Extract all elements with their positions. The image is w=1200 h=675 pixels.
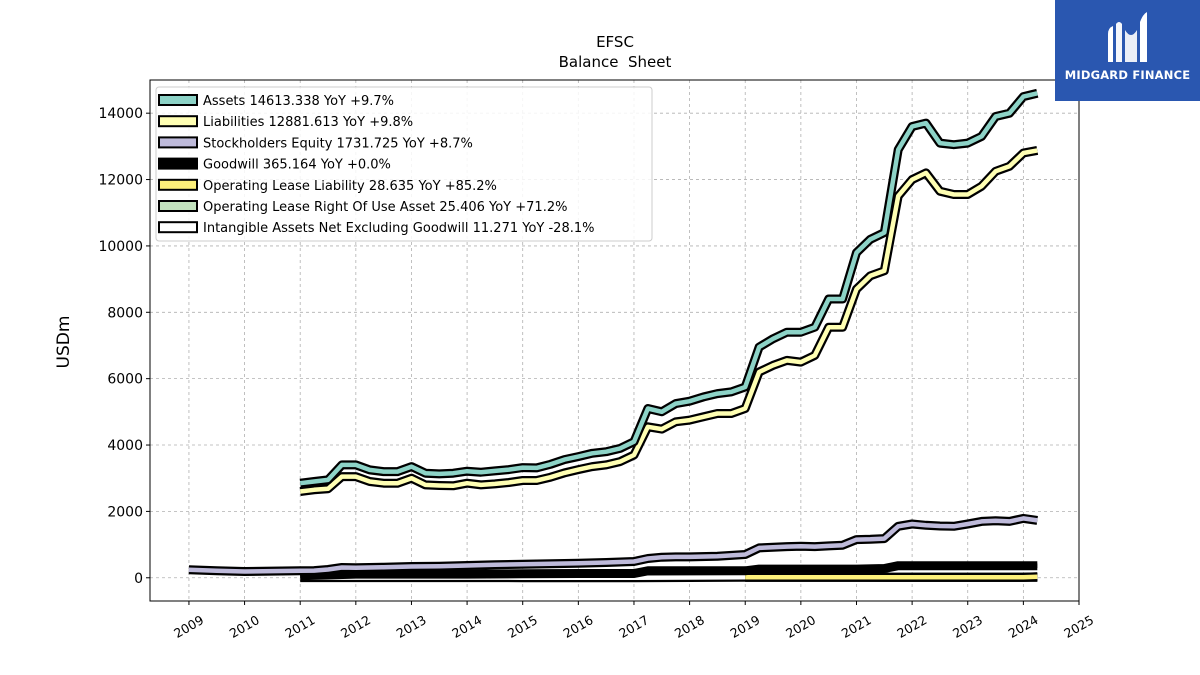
legend-entry: Assets 14613.338 YoY +9.7% xyxy=(203,94,394,109)
legend-swatch xyxy=(158,221,198,234)
y-tick-label: 0 xyxy=(134,571,143,587)
series-line xyxy=(300,563,1038,579)
x-tick-label: 2010 xyxy=(227,612,262,641)
y-tick-label: 10000 xyxy=(98,239,143,255)
legend-swatch xyxy=(158,115,198,128)
x-tick-label: 2025 xyxy=(1061,612,1096,641)
legend-entry: Goodwill 365.164 YoY +0.0% xyxy=(203,158,391,173)
legend-entry: Operating Lease Liability 28.635 YoY +85… xyxy=(203,179,497,194)
x-tick-label: 2024 xyxy=(1006,612,1041,641)
x-tick-label: 2016 xyxy=(561,612,596,641)
chart-title: EFSC xyxy=(596,33,634,51)
series-line xyxy=(299,148,1038,494)
logo-text: MIDGARD FINANCE xyxy=(1064,68,1191,82)
legend-entry: Stockholders Equity 1731.725 YoY +8.7% xyxy=(203,136,473,151)
y-tick-label: 12000 xyxy=(98,173,143,189)
series-line xyxy=(188,516,1038,574)
x-tick-label: 2014 xyxy=(449,612,484,641)
x-tick-label: 2020 xyxy=(783,612,818,641)
plot-frame xyxy=(149,79,1080,602)
x-tick-label: 2015 xyxy=(505,612,540,641)
legend-entry: Operating Lease Right Of Use Asset 25.40… xyxy=(203,200,567,215)
x-tick-label: 2017 xyxy=(616,612,651,641)
x-tick-label: 2009 xyxy=(171,612,206,641)
series-layer xyxy=(188,88,1039,583)
series-line xyxy=(299,91,1038,486)
legend-swatch xyxy=(158,157,198,170)
x-tick-label: 2011 xyxy=(282,612,317,641)
legend-entry: Liabilities 12881.613 YoY +9.8% xyxy=(203,115,413,130)
x-axis-ticks: 2009 2010 2011 2012 2013 2014 2015 2016 2017 2018… xyxy=(171,601,1096,641)
legend-box xyxy=(155,86,653,242)
y-axis-ticks: 0 2000 4000 6000 8000 10000 12000 14000 xyxy=(98,106,150,587)
x-tick-label: 2022 xyxy=(894,612,929,641)
chart-subtitle: Balance Sheet xyxy=(559,53,672,71)
y-tick-label: 8000 xyxy=(107,305,143,321)
midgard-logo-icon xyxy=(1108,12,1147,62)
legend-swatch xyxy=(158,178,198,191)
midgard-finance-logo: MIDGARD FINANCE xyxy=(1055,0,1200,101)
y-tick-label: 4000 xyxy=(107,438,143,454)
x-tick-label: 2021 xyxy=(839,612,874,641)
legend-entry: Intangible Assets Net Excluding Goodwill… xyxy=(203,221,594,236)
y-tick-label: 14000 xyxy=(98,106,143,122)
legend: Assets 14613.338 YoY +9.7% Liabilities 12… xyxy=(155,86,653,242)
x-tick-label: 2013 xyxy=(394,612,429,641)
y-tick-label: 2000 xyxy=(107,504,143,520)
legend-swatch xyxy=(158,136,198,149)
x-tick-label: 2012 xyxy=(338,612,373,641)
legend-swatch xyxy=(158,200,198,212)
x-tick-label: 2018 xyxy=(672,612,707,641)
x-tick-label: 2019 xyxy=(727,612,762,641)
x-tick-label: 2023 xyxy=(950,612,985,641)
series-line xyxy=(745,574,1038,580)
y-axis-label: USDm xyxy=(54,316,74,369)
y-tick-label: 6000 xyxy=(107,372,143,388)
legend-swatch xyxy=(158,94,198,106)
